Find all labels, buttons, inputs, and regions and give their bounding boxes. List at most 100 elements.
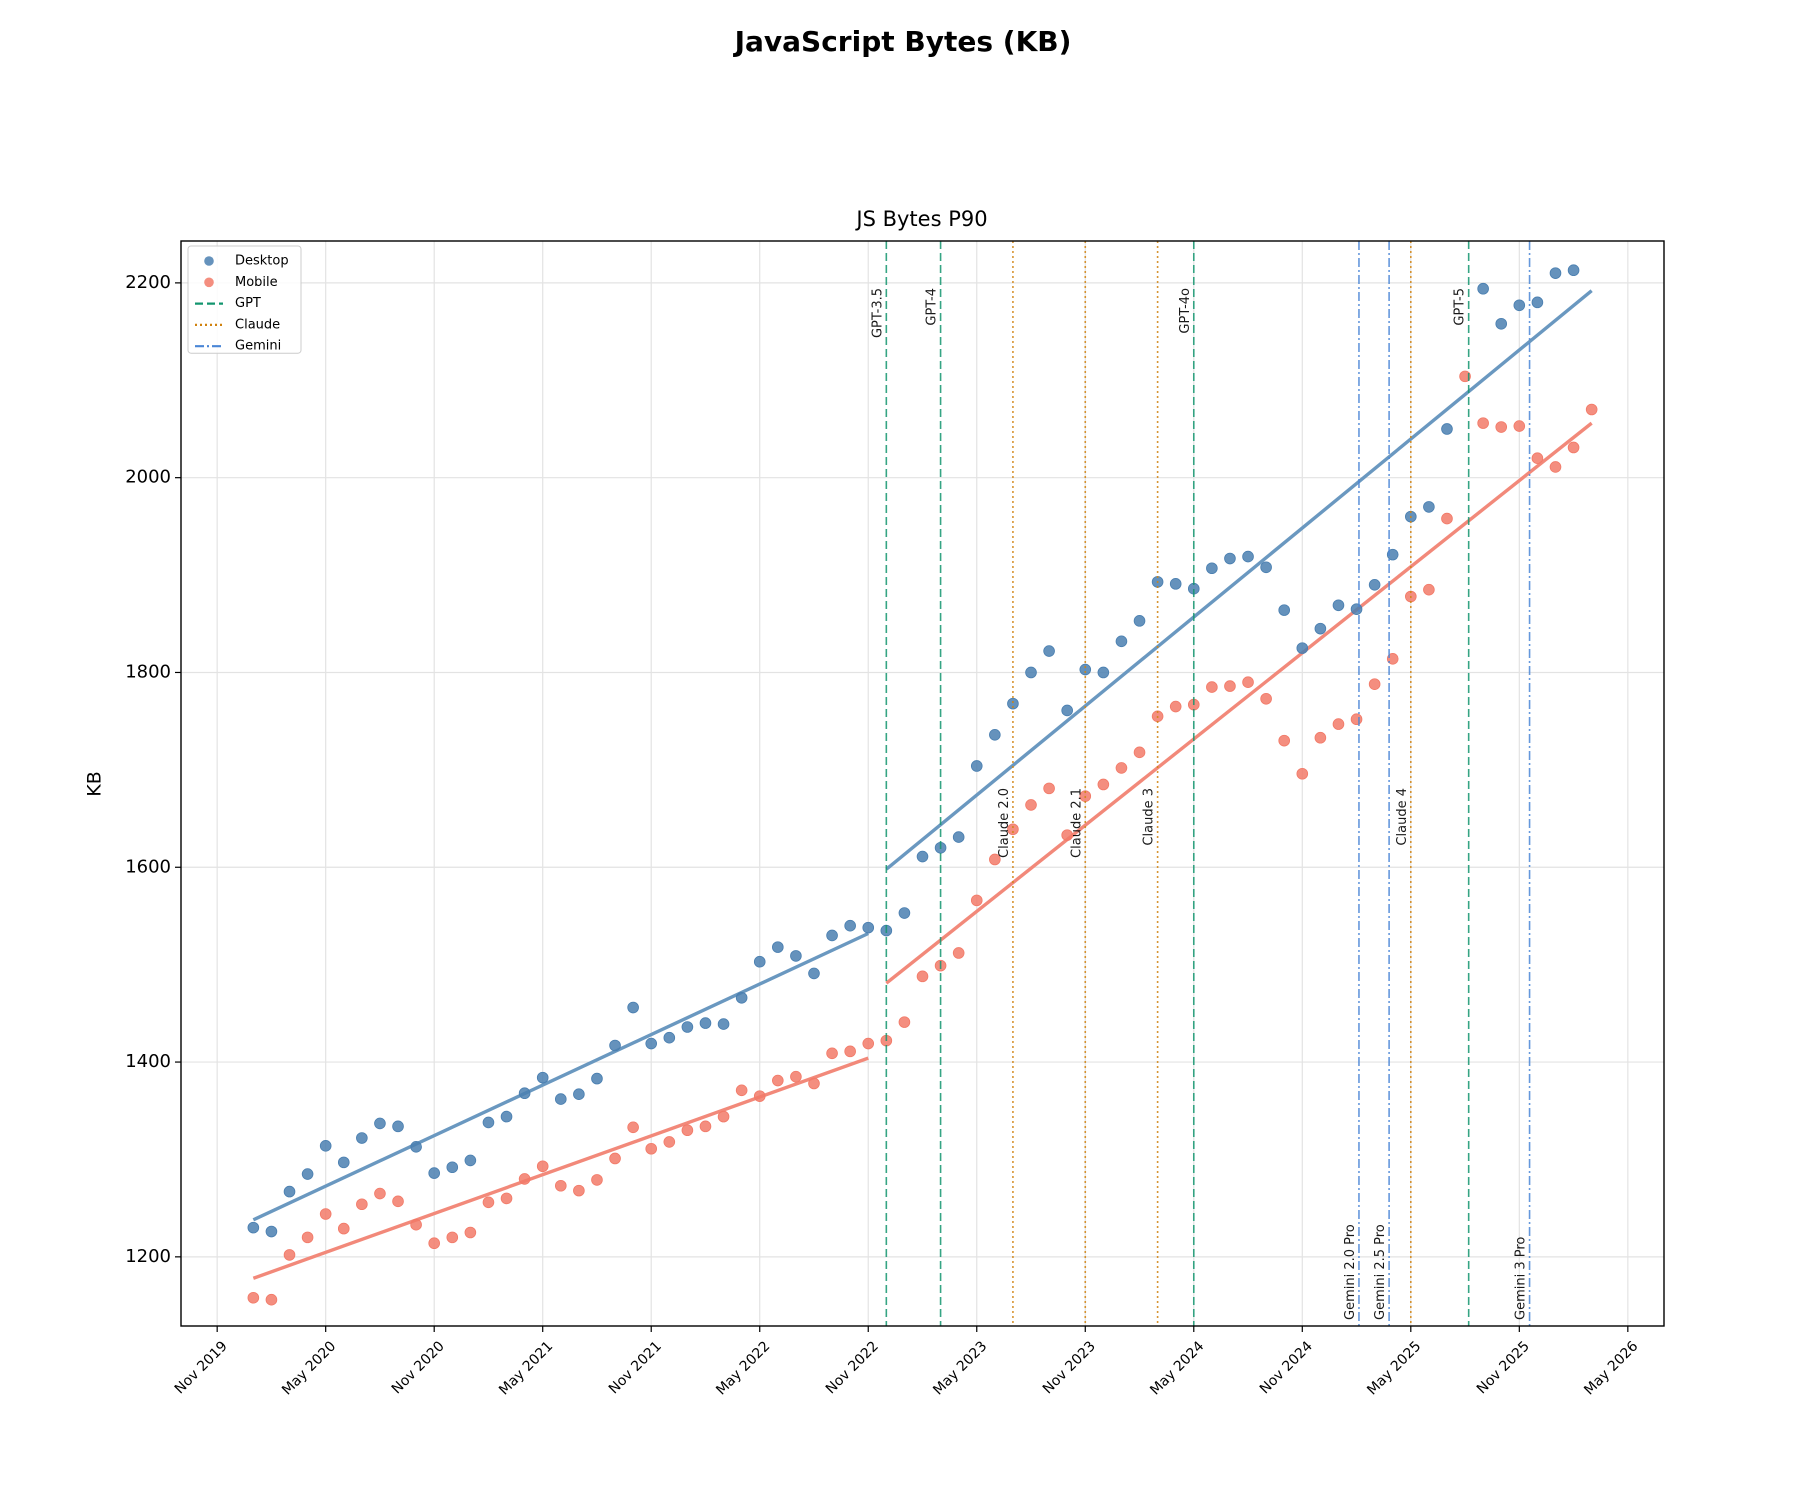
- data-point: [573, 1184, 585, 1197]
- data-point: [536, 1160, 549, 1173]
- data-point: [337, 1222, 350, 1235]
- data-point: [1423, 501, 1435, 513]
- data-point: [844, 1045, 856, 1058]
- data-point: [392, 1120, 404, 1133]
- data-point: [283, 1249, 296, 1261]
- data-point: [1043, 645, 1055, 657]
- data-point: [1169, 578, 1182, 590]
- data-point: [735, 1084, 748, 1097]
- data-point: [247, 1291, 260, 1304]
- data-point: [1531, 296, 1544, 309]
- data-point: [500, 1110, 513, 1123]
- data-point: [1549, 461, 1562, 473]
- data-point: [1350, 713, 1363, 726]
- data-point: [735, 991, 748, 1004]
- data-point: [1260, 692, 1272, 705]
- data-point: [410, 1140, 422, 1153]
- y-tick-label: 2200: [125, 272, 171, 293]
- data-point: [772, 1074, 784, 1087]
- data-point: [1332, 599, 1345, 612]
- data-point: [1133, 615, 1146, 627]
- data-point: [609, 1039, 621, 1052]
- data-point: [265, 1293, 278, 1306]
- data-point: [663, 1136, 676, 1148]
- data-point: [1314, 622, 1327, 635]
- data-point: [862, 921, 875, 934]
- data-point: [591, 1174, 603, 1186]
- trend-line: [885, 421, 1593, 985]
- y-tick-label: 1400: [125, 1051, 171, 1072]
- event-label: Gemini 3 Pro: [1514, 1237, 1529, 1320]
- legend-label: Gemini: [235, 339, 281, 354]
- data-point: [1296, 767, 1309, 780]
- data-point: [392, 1195, 404, 1208]
- data-point: [1025, 666, 1037, 679]
- data-point: [301, 1168, 314, 1180]
- data-point: [265, 1225, 278, 1238]
- data-point: [772, 941, 784, 953]
- data-point: [844, 919, 856, 932]
- data-point: [554, 1093, 567, 1105]
- legend: Desktop Mobile GPT Claude Gemini: [187, 245, 302, 354]
- data-point: [247, 1221, 260, 1234]
- trend-line: [252, 931, 869, 1222]
- event-label: Claude 2.0: [997, 788, 1012, 858]
- data-point: [1368, 579, 1381, 591]
- chart-title: JavaScript Bytes (KB): [733, 25, 1072, 58]
- data-point: [1386, 548, 1399, 561]
- data-point: [916, 850, 929, 863]
- data-point: [970, 760, 983, 772]
- y-tick-label: 1200: [125, 1246, 171, 1267]
- data-point: [826, 929, 838, 942]
- data-point: [1296, 642, 1309, 654]
- data-point: [717, 1018, 730, 1030]
- event-label: Claude 2.1: [1069, 788, 1084, 858]
- data-point: [374, 1117, 386, 1130]
- data-point: [446, 1161, 459, 1174]
- data-point: [1133, 746, 1146, 759]
- data-point: [1224, 680, 1236, 692]
- y-axis-label: KB: [84, 771, 106, 797]
- data-point: [554, 1179, 567, 1192]
- event-label: Gemini 2.0 Pro: [1343, 1224, 1358, 1320]
- data-point: [970, 894, 983, 907]
- chart-subtitle: JS Bytes P90: [854, 207, 987, 231]
- y-tick-label: 1600: [125, 856, 171, 877]
- data-point: [337, 1156, 350, 1169]
- event-label: Claude 3: [1142, 788, 1157, 846]
- data-point: [356, 1198, 368, 1211]
- legend-label: Desktop: [235, 254, 289, 269]
- data-point: [681, 1021, 694, 1033]
- event-label: Gemini 2.5 Pro: [1373, 1224, 1388, 1320]
- data-point: [753, 1090, 766, 1102]
- data-point: [1224, 552, 1236, 565]
- legend-label: GPT: [235, 296, 261, 311]
- data-point: [1567, 264, 1580, 277]
- data-point: [898, 907, 911, 919]
- data-point: [1278, 604, 1291, 616]
- data-point: [717, 1110, 730, 1123]
- data-point: [1206, 681, 1218, 693]
- data-point: [500, 1192, 513, 1205]
- data-point: [1007, 697, 1019, 710]
- legend-label: Mobile: [235, 275, 278, 290]
- data-point: [826, 1047, 838, 1060]
- data-point: [808, 967, 820, 980]
- data-point: [645, 1037, 658, 1050]
- data-point: [1061, 829, 1073, 841]
- data-point: [356, 1132, 368, 1144]
- data-point: [1477, 282, 1489, 295]
- data-point: [482, 1116, 495, 1129]
- event-label: GPT-5: [1453, 288, 1468, 326]
- data-point: [1386, 653, 1399, 665]
- data-point: [898, 1016, 911, 1028]
- data-point: [428, 1167, 440, 1179]
- event-label: Claude 4: [1395, 788, 1410, 846]
- legend-marker: [204, 256, 214, 266]
- data-point: [591, 1072, 603, 1085]
- data-point: [699, 1120, 712, 1133]
- data-point: [464, 1226, 477, 1239]
- data-point: [319, 1140, 332, 1152]
- trend-line: [252, 1056, 869, 1280]
